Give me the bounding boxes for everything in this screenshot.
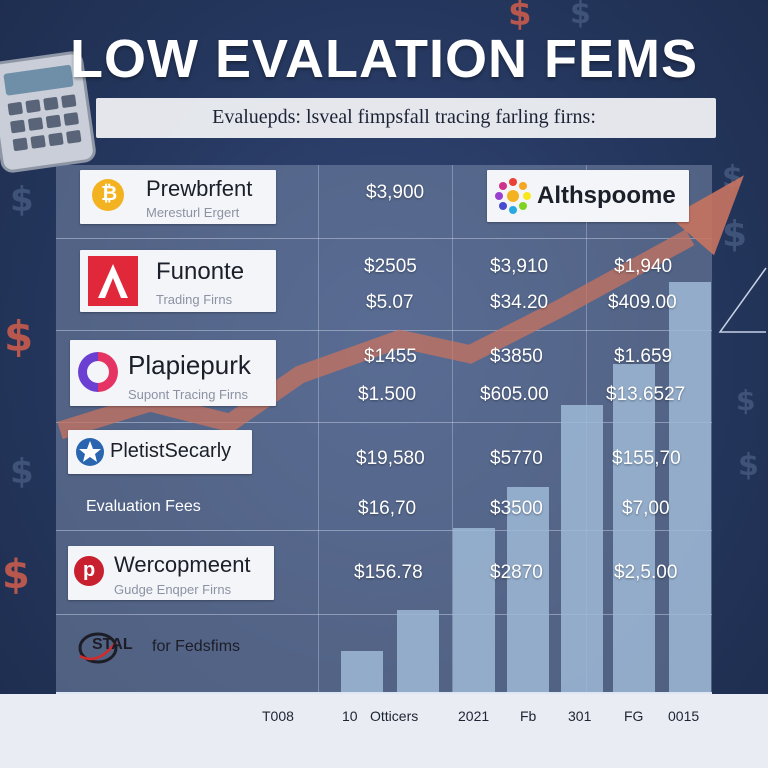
bar-6: [613, 364, 655, 692]
x-tick-label: 0015: [668, 708, 700, 724]
x-tick-label: Otticers: [370, 708, 419, 724]
firm-card-plapiepurk[interactable]: Plapiepurk Supont Tracing Firns: [70, 340, 276, 406]
table-cell: $19,580: [356, 448, 425, 469]
stal-logo-text: STAL: [92, 636, 133, 653]
table-cell: $605.00: [480, 384, 549, 405]
x-tick-label: 10: [342, 708, 358, 724]
bar-5: [561, 405, 603, 692]
firm-name: Wercopmeent: [114, 552, 251, 577]
column-divider: [452, 165, 453, 693]
bar-4: [507, 487, 549, 692]
table-cell: $13.6527: [606, 384, 686, 405]
table-cell: $1455: [364, 346, 417, 367]
table-cell: $2505: [364, 256, 417, 277]
firm-card-pletistsecarly[interactable]: PletistSecarly: [68, 430, 252, 474]
x-axis-line: [56, 692, 712, 694]
x-tick-label: 2021: [458, 708, 490, 724]
dollar-sign-icon: $: [4, 312, 34, 361]
x-tick-label: 301: [568, 708, 592, 724]
firm-name: Funonte: [156, 258, 245, 285]
table-cell: $1,940: [614, 256, 673, 277]
table-cell: $2870: [490, 562, 543, 583]
stal-orbit-icon: [78, 632, 118, 664]
table-cell: $5.07: [366, 292, 414, 313]
firm-name: Althspoome: [537, 182, 676, 209]
table-cell: $34.20: [490, 292, 549, 313]
firm-card-wercopmeent[interactable]: p Wercopmeent Gudge Enqper Firns: [68, 546, 274, 600]
row-divider: [56, 330, 712, 331]
firm-name: for Fedsfims: [152, 638, 241, 655]
firm-card-althspoome[interactable]: Althspoome: [487, 170, 689, 222]
table-cell: $155,70: [612, 448, 681, 469]
dollar-sign-icon: $: [508, 0, 532, 34]
subtitle-band: [96, 98, 716, 138]
firm-card-funonte[interactable]: Funonte Trading Firns: [80, 250, 276, 312]
x-axis-band: [0, 694, 768, 768]
bar-1: [341, 651, 383, 692]
table-cell: $409.00: [608, 292, 677, 313]
table-cell: $16,70: [358, 498, 417, 519]
table-cell: $156.78: [354, 562, 423, 583]
red-a-letter-icon: [88, 256, 138, 306]
p-circle-icon: p: [74, 556, 104, 586]
bar-7: [669, 282, 711, 692]
firm-name: Prewbrfent: [146, 176, 253, 201]
table-cell: $7,00: [622, 498, 670, 519]
dollar-sign-icon: $: [570, 0, 591, 31]
star-badge-icon: [76, 438, 104, 466]
table-cell: $5770: [490, 448, 543, 469]
table-cell: $1.659: [614, 346, 673, 367]
table-cell: $1.500: [358, 384, 417, 405]
evaluation-fees-label: Evaluation Fees: [86, 498, 201, 515]
firm-card-prewbrfent[interactable]: ₿ Prewbrfent Meresturl Ergert: [80, 170, 276, 224]
firm-tag: Meresturl Ergert: [146, 205, 240, 220]
bar-2: [397, 610, 439, 692]
firm-tag: Supont Tracing Firns: [128, 387, 248, 402]
bars-group: [341, 282, 711, 692]
bar-3: [453, 528, 495, 692]
dollar-sign-icon: $: [738, 448, 759, 483]
table-cell: $3500: [490, 498, 543, 519]
column-divider: [318, 165, 319, 693]
dollar-sign-icon: $: [10, 452, 34, 492]
row-divider: [56, 238, 712, 239]
table-cell: $2,5.00: [614, 562, 678, 583]
dollar-sign-icon: $: [10, 180, 34, 220]
table-cell: $3850: [490, 346, 543, 367]
x-tick-label: T008: [262, 708, 294, 724]
triangle-decoration: [718, 267, 767, 333]
row-divider: [56, 422, 712, 423]
firm-name: PletistSecarly: [110, 440, 232, 462]
firm-tag: Gudge Enqper Firns: [114, 582, 232, 597]
row-divider: [56, 530, 712, 531]
x-tick-label: Fb: [520, 708, 537, 724]
dollar-sign-icon: $: [2, 552, 30, 598]
bitcoin-coin-icon: ₿: [92, 179, 124, 211]
table-cell: $3,910: [490, 256, 549, 277]
firm-row-stal[interactable]: STAL for Fedsfims: [78, 628, 278, 668]
row-divider: [56, 614, 712, 615]
page-title: LOW EVALATION FEMS: [70, 29, 698, 89]
colorful-wheel-icon: [495, 178, 531, 214]
c-ring-icon: [78, 352, 118, 392]
trend-arrow-icon: [670, 175, 744, 256]
dollar-sign-icon: $: [736, 384, 756, 417]
firm-tag: Trading Firns: [156, 292, 233, 307]
table-cell: $3,900: [366, 182, 425, 203]
firm-name: Plapiepurk: [128, 350, 251, 380]
page-subtitle: Evaluepds: lsveal fimpsfall tracing farl…: [212, 106, 596, 128]
x-tick-label: FG: [624, 708, 644, 724]
